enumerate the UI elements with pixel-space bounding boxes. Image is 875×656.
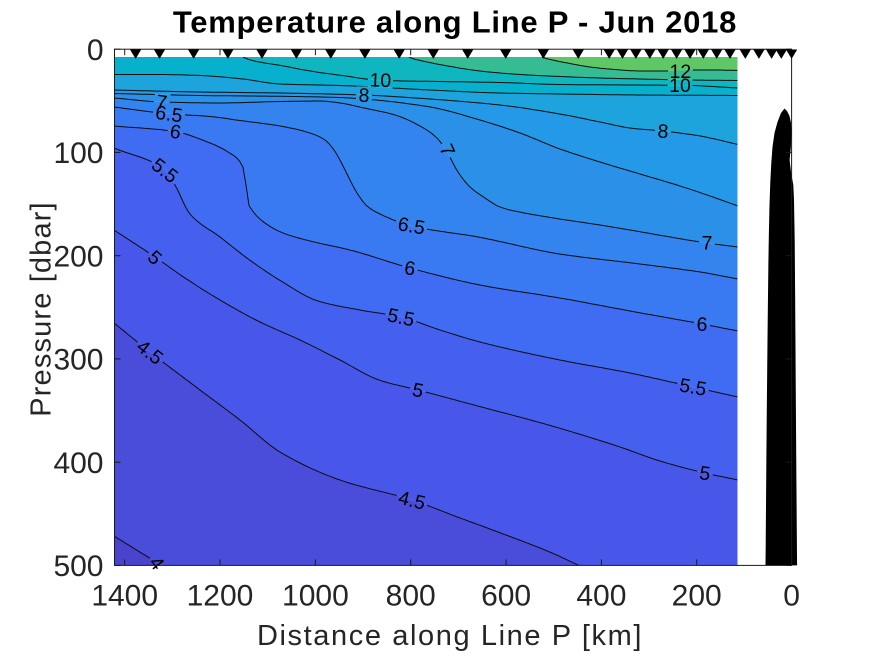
svg-text:400: 400 (576, 579, 626, 612)
svg-text:200: 200 (672, 579, 722, 612)
svg-text:100: 100 (53, 137, 103, 170)
svg-text:12: 12 (670, 61, 692, 83)
svg-text:1000: 1000 (282, 579, 349, 612)
svg-text:5.5: 5.5 (678, 374, 709, 400)
svg-text:7: 7 (155, 91, 169, 114)
svg-text:800: 800 (386, 579, 436, 612)
svg-text:0: 0 (783, 579, 800, 612)
svg-text:300: 300 (53, 344, 103, 377)
svg-text:6: 6 (168, 121, 183, 145)
svg-text:6: 6 (403, 257, 417, 280)
svg-text:Distance along Line P [km]: Distance along Line P [km] (257, 620, 643, 652)
svg-text:8: 8 (657, 121, 669, 144)
svg-text:5: 5 (698, 462, 712, 485)
svg-text:0: 0 (87, 34, 104, 67)
svg-text:10: 10 (669, 75, 691, 97)
svg-text:400: 400 (53, 447, 103, 480)
svg-text:7: 7 (702, 232, 713, 254)
svg-text:6: 6 (696, 314, 708, 336)
svg-text:500: 500 (53, 550, 103, 583)
svg-text:Temperature along Line P - Jun: Temperature along Line P - Jun 2018 (173, 5, 737, 40)
svg-text:600: 600 (481, 579, 531, 612)
svg-text:200: 200 (53, 240, 103, 273)
svg-text:10: 10 (369, 69, 392, 92)
svg-text:8: 8 (358, 85, 370, 107)
svg-text:Pressure [dbar]: Pressure [dbar] (26, 201, 58, 417)
svg-text:1400: 1400 (91, 579, 158, 612)
svg-text:6.5: 6.5 (154, 102, 184, 128)
svg-text:1200: 1200 (187, 579, 254, 612)
svg-text:5: 5 (410, 379, 425, 403)
svg-text:6.5: 6.5 (396, 213, 427, 239)
